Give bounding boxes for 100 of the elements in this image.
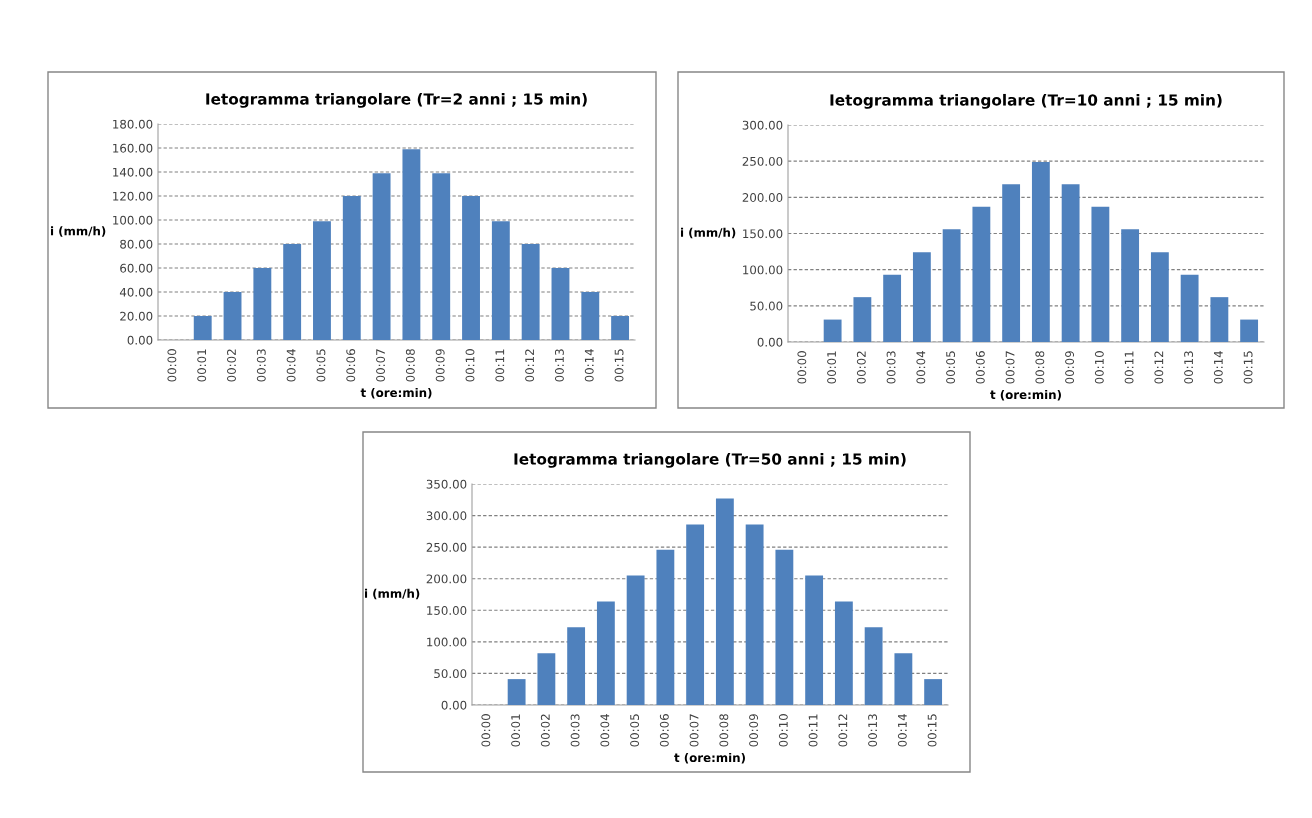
y-tick-label: 50.00	[434, 669, 467, 679]
x-tick-label: 00:08	[1035, 351, 1045, 384]
bar	[507, 679, 526, 705]
bar	[1031, 161, 1050, 342]
y-tick-label: 160.00	[113, 143, 153, 153]
x-tick-label: 00:09	[1065, 351, 1075, 384]
x-tick-label: 00:03	[886, 351, 896, 384]
x-tick-label: 00:08	[405, 349, 415, 382]
bar	[402, 149, 421, 340]
bar	[551, 268, 570, 340]
x-tick-label: 00:03	[256, 349, 266, 382]
bar	[853, 297, 872, 342]
bar	[972, 206, 991, 342]
x-tick-label: 00:15	[1243, 351, 1253, 384]
bar	[491, 221, 510, 340]
x-tick-label: 00:07	[376, 349, 386, 382]
x-tick-label: 00:07	[689, 714, 699, 747]
y-tick-label: 180.00	[113, 119, 153, 129]
x-tick-label: 00:00	[797, 351, 807, 384]
y-tick-label: 300.00	[742, 120, 783, 130]
x-tick-label: 00:01	[511, 714, 521, 747]
bar	[883, 274, 902, 342]
x-tick-label: 00:04	[600, 714, 610, 747]
x-tick-label: 00:15	[927, 714, 937, 747]
bar	[1180, 274, 1199, 342]
x-axis-title: t (ore:min)	[674, 752, 745, 764]
y-tick-label: 80.00	[120, 239, 153, 249]
bar	[342, 196, 361, 340]
bar	[942, 229, 961, 342]
x-tick-label: 00:13	[554, 349, 564, 382]
x-tick-label: 00:06	[659, 714, 669, 747]
y-tick-label: 100.00	[427, 637, 467, 647]
x-tick-label: 00:14	[584, 349, 594, 382]
y-tick-label: 100.00	[743, 265, 783, 275]
x-tick-label: 00:02	[856, 351, 866, 384]
x-tick-label: 00:11	[1124, 351, 1134, 384]
x-tick-label: 00:01	[827, 351, 837, 384]
bar	[372, 173, 391, 340]
y-tick-label: 140.00	[113, 167, 153, 177]
y-axis-title: i (mm/h)	[681, 227, 736, 239]
y-axis-title: i (mm/h)	[365, 588, 420, 600]
y-tick-label: 200.00	[742, 193, 783, 202]
bar	[1150, 252, 1169, 342]
bar	[864, 627, 883, 705]
x-tick-label: 00:06	[975, 351, 985, 384]
x-tick-label: 00:14	[1213, 351, 1223, 384]
y-axis-title: i (mm/h)	[51, 226, 106, 237]
bar	[432, 173, 451, 340]
y-tick-label: 200.00	[426, 574, 467, 584]
x-tick-label: 00:00	[167, 349, 177, 382]
x-tick-label: 00:11	[495, 349, 505, 382]
x-tick-label: 00:11	[808, 714, 818, 747]
x-tick-label: 00:03	[570, 714, 580, 747]
bar	[223, 292, 242, 340]
bar	[924, 679, 943, 705]
y-tick-label: 120.00	[113, 191, 153, 201]
x-tick-label: 00:12	[1154, 351, 1164, 384]
y-tick-label: 60.00	[120, 263, 153, 273]
y-tick-label: 300.00	[426, 511, 467, 521]
x-tick-label: 00:14	[897, 714, 907, 747]
y-tick-label: 250.00	[426, 542, 467, 552]
x-tick-label: 00:13	[868, 714, 878, 747]
bar	[823, 319, 842, 342]
bar	[537, 653, 556, 705]
x-tick-label: 00:07	[1005, 351, 1015, 384]
bar	[626, 575, 645, 705]
y-tick-label: 0.00	[127, 335, 153, 345]
x-axis-title: t (ore:min)	[360, 387, 432, 399]
x-tick-label: 00:04	[286, 349, 296, 382]
bar	[745, 524, 764, 705]
x-tick-label: 00:05	[630, 714, 640, 747]
y-tick-label: 250.00	[742, 156, 783, 166]
bar	[912, 252, 931, 342]
y-tick-label: 150.00	[427, 606, 467, 615]
x-tick-label: 00:05	[316, 349, 326, 382]
x-axis-title: t (ore:min)	[990, 389, 1061, 401]
x-tick-label: 00:02	[540, 714, 550, 747]
bar	[656, 549, 675, 705]
bar	[1002, 184, 1021, 342]
bar	[521, 244, 540, 340]
x-tick-label: 00:05	[946, 351, 956, 384]
x-tick-label: 00:02	[227, 349, 236, 382]
bar	[715, 498, 734, 705]
x-tick-label: 00:10	[1094, 351, 1104, 384]
bar	[313, 221, 331, 340]
bar	[581, 292, 600, 340]
x-tick-label: 00:12	[525, 349, 535, 382]
bar	[596, 601, 615, 705]
bar	[283, 244, 302, 340]
y-tick-label: 150.00	[743, 229, 783, 239]
bar	[894, 653, 913, 705]
bar	[1121, 229, 1140, 342]
x-tick-label: 00:13	[1184, 351, 1194, 384]
bar	[567, 627, 586, 705]
x-tick-label: 00:10	[778, 714, 788, 747]
y-tick-label: 350.00	[426, 479, 467, 489]
x-tick-label: 00:09	[435, 349, 445, 382]
bar	[253, 268, 272, 340]
bar	[1210, 297, 1229, 342]
y-tick-label: 0.00	[441, 700, 467, 710]
